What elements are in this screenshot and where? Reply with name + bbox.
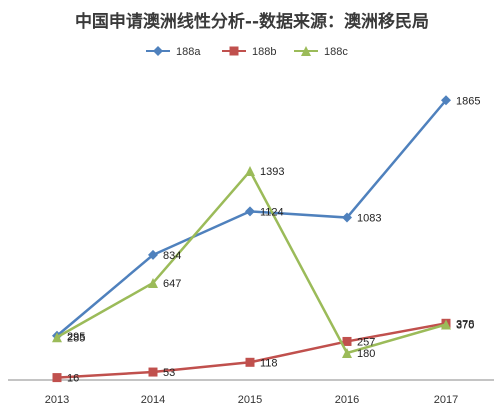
x-tick-label-2015: 2015	[238, 394, 262, 406]
series-line-188a	[56, 99, 447, 337]
data-label-188b-2013: 16	[67, 373, 79, 385]
data-labels: 295 834 1124 1083 1865 16 53 118 257 378 285 647 139…	[67, 95, 480, 384]
point-188b-2013	[52, 373, 62, 383]
x-tick-label-2014: 2014	[141, 394, 165, 406]
point-188a-2017	[441, 95, 451, 106]
point-188b-2016	[342, 336, 352, 346]
legend-marker-188a	[153, 46, 163, 56]
legend-marker-188c	[301, 46, 311, 56]
series-line-188b	[56, 322, 447, 379]
point-188c-2016	[342, 348, 352, 358]
legend-marker-188b	[229, 46, 239, 56]
point-188a-2016	[342, 212, 352, 223]
series-layer	[52, 95, 451, 383]
point-188c-2013	[52, 332, 62, 343]
series-188c	[52, 166, 451, 358]
series-line-188c	[56, 168, 447, 355]
data-label-188a-2016: 1083	[357, 213, 381, 225]
legend: 188a 188b 188c	[146, 46, 348, 58]
point-188c-2014	[148, 277, 158, 288]
data-label-188a-2015: 1124	[260, 206, 284, 218]
x-tick-label-2013: 2013	[45, 394, 69, 406]
data-label-188a-2014: 834	[163, 250, 181, 262]
point-188c-2015	[245, 166, 255, 177]
data-label-188c-2013: 285	[67, 332, 85, 344]
chart-title: 中国申请澳洲线性分析--数据来源：澳洲移民局	[75, 11, 429, 32]
legend-item-188b: 188b	[222, 46, 276, 58]
data-label-188b-2015: 118	[260, 357, 278, 369]
legend-label-188b: 188b	[252, 46, 276, 58]
series-188a	[52, 95, 451, 341]
legend-item-188a: 188a	[146, 46, 201, 58]
point-188b-2014	[148, 367, 158, 377]
point-188a-2014	[148, 249, 158, 260]
data-label-188c-2016: 180	[357, 348, 375, 360]
data-label-188a-2017: 1865	[456, 95, 480, 107]
data-label-188a-2013: 295	[67, 331, 85, 343]
legend-label-188a: 188a	[176, 46, 201, 58]
data-label-188b-2016: 257	[357, 336, 375, 348]
point-188b-2015	[245, 357, 255, 367]
data-label-188c-2014: 647	[163, 278, 181, 290]
legend-label-188c: 188c	[324, 46, 348, 58]
x-tick-label-2016: 2016	[335, 394, 359, 406]
data-label-188b-2014: 53	[163, 367, 175, 379]
point-188c-2017	[441, 319, 451, 330]
x-ticks: 2013 2014 2015 2016 2017	[45, 394, 458, 406]
legend-item-188c: 188c	[294, 46, 348, 58]
data-label-188c-2017: 370	[456, 320, 474, 332]
point-188a-2015	[245, 206, 255, 217]
data-label-188c-2015: 1393	[260, 166, 284, 178]
x-tick-label-2017: 2017	[434, 394, 458, 406]
series-188b	[52, 318, 451, 383]
data-label-188b-2017: 378	[456, 318, 474, 330]
